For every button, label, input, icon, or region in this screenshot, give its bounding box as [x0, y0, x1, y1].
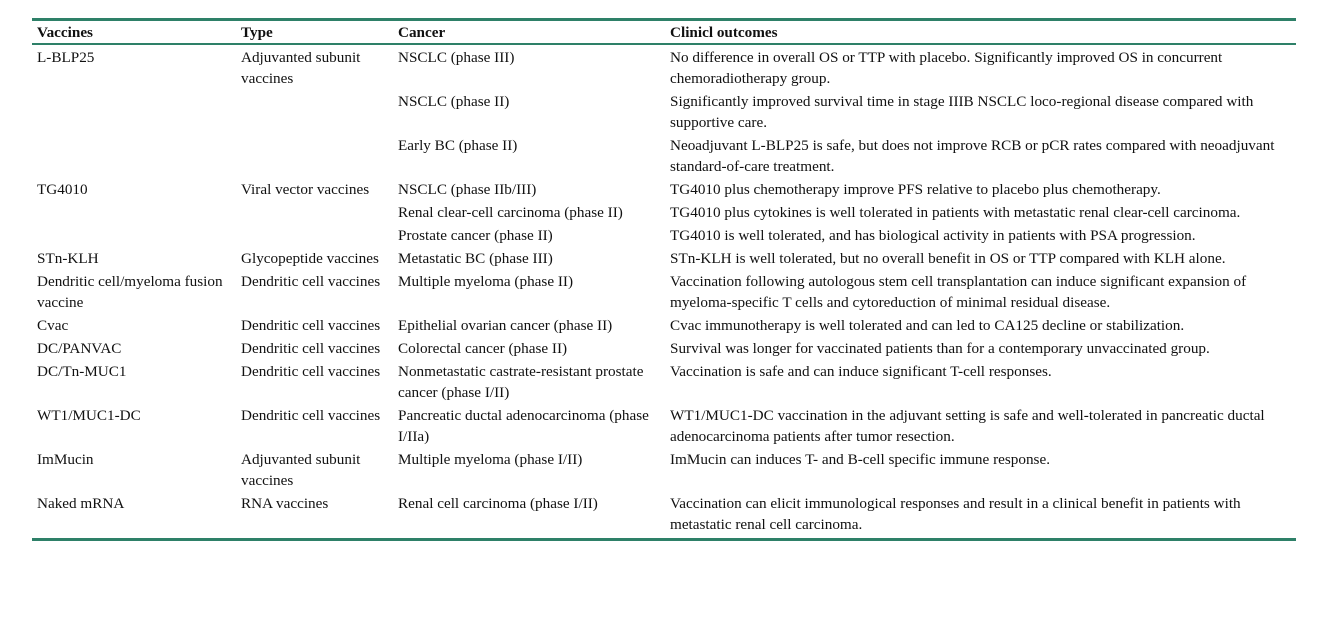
cell-outcome: WT1/MUC1-DC vaccination in the adjuvant … — [670, 407, 1265, 445]
table-row: Naked mRNA RNA vaccines Renal cell carci… — [32, 492, 1296, 540]
table-row: Early BC (phase II) Neoadjuvant L-BLP25 … — [32, 134, 1296, 178]
vaccine-table-container: Vaccines Type Cancer Clinicl outcomes L-… — [32, 18, 1296, 541]
table-row: ImMucin Adjuvanted subunit vaccines Mult… — [32, 448, 1296, 492]
cell-vaccine: DC/Tn-MUC1 — [37, 363, 127, 380]
table-header: Vaccines Type Cancer Clinicl outcomes — [32, 19, 1296, 45]
cell-type — [236, 134, 393, 178]
cell-type: Dendritic cell vaccines — [241, 363, 381, 380]
cell-type — [236, 201, 393, 224]
cell-vaccine — [32, 201, 236, 224]
cell-vaccine: WT1/MUC1-DC — [37, 407, 141, 424]
table-row: Prostate cancer (phase II) TG4010 is wel… — [32, 224, 1296, 247]
table-row: Renal clear-cell carcinoma (phase II) TG… — [32, 201, 1296, 224]
header-cancer: Cancer — [393, 19, 665, 45]
cell-outcome: ImMucin can induces T- and B-cell specif… — [670, 451, 1051, 468]
cell-type: Dendritic cell vaccines — [241, 273, 381, 290]
cell-vaccine — [32, 224, 236, 247]
cell-type: Adjuvanted subunit vaccines — [241, 451, 361, 489]
cell-type — [236, 224, 393, 247]
cell-outcome: Vaccination can elicit immunological res… — [670, 495, 1241, 533]
cell-outcome: TG4010 plus cytokines is well tolerated … — [670, 204, 1241, 221]
cell-outcome: Survival was longer for vaccinated patie… — [670, 340, 1210, 357]
cell-cancer: Pancreatic ductal adenocarcinoma (phase … — [398, 407, 649, 445]
cell-type: Adjuvanted subunit vaccines — [241, 49, 361, 87]
cell-type: Dendritic cell vaccines — [241, 317, 381, 334]
cell-cancer: Renal cell carcinoma (phase I/II) — [398, 495, 598, 512]
cell-vaccine: DC/PANVAC — [37, 340, 122, 357]
table-row: WT1/MUC1-DC Dendritic cell vaccines Panc… — [32, 404, 1296, 448]
cell-outcome: Neoadjuvant L-BLP25 is safe, but does no… — [670, 137, 1275, 175]
cell-outcome: Cvac immunotherapy is well tolerated and… — [670, 317, 1185, 334]
cell-vaccine — [32, 134, 236, 178]
cell-cancer: Multiple myeloma (phase I/II) — [398, 451, 583, 468]
header-row: Vaccines Type Cancer Clinicl outcomes — [32, 19, 1296, 45]
cell-type: Viral vector vaccines — [241, 181, 370, 198]
table-row: TG4010 Viral vector vaccines NSCLC (phas… — [32, 178, 1296, 201]
cell-cancer: Colorectal cancer (phase II) — [398, 340, 568, 357]
table-row: Dendritic cell/myeloma fusion vaccine De… — [32, 270, 1296, 314]
cell-outcome: Vaccination following autologous stem ce… — [670, 273, 1247, 311]
table-row: L-BLP25 Adjuvanted subunit vaccines NSCL… — [32, 44, 1296, 90]
cell-vaccine: ImMucin — [37, 451, 94, 468]
cell-outcome: Vaccination is safe and can induce signi… — [670, 363, 1052, 380]
cell-vaccine: Naked mRNA — [37, 495, 125, 512]
vaccine-clinical-outcomes-table: Vaccines Type Cancer Clinicl outcomes L-… — [32, 18, 1296, 541]
table-body: L-BLP25 Adjuvanted subunit vaccines NSCL… — [32, 44, 1296, 540]
cell-vaccine: TG4010 — [37, 181, 88, 198]
cell-type: Dendritic cell vaccines — [241, 407, 381, 424]
cell-type: RNA vaccines — [241, 495, 329, 512]
cell-outcome: Significantly improved survival time in … — [670, 93, 1254, 131]
cell-cancer: Nonmetastatic castrate-resistant prostat… — [398, 363, 644, 401]
header-vaccines: Vaccines — [32, 19, 236, 45]
cell-vaccine: Dendritic cell/myeloma fusion vaccine — [37, 273, 223, 311]
cell-type: Glycopeptide vaccines — [241, 250, 379, 267]
table-row: DC/PANVAC Dendritic cell vaccines Colore… — [32, 337, 1296, 360]
cell-vaccine: STn-KLH — [37, 250, 99, 267]
table-row: DC/Tn-MUC1 Dendritic cell vaccines Nonme… — [32, 360, 1296, 404]
cell-cancer: Metastatic BC (phase III) — [398, 250, 553, 267]
header-clinical-outcomes: Clinicl outcomes — [665, 19, 1296, 45]
cell-cancer: NSCLC (phase IIb/III) — [398, 181, 537, 198]
cell-type: Dendritic cell vaccines — [241, 340, 381, 357]
cell-outcome: TG4010 plus chemotherapy improve PFS rel… — [670, 181, 1161, 198]
cell-vaccine — [32, 90, 236, 134]
cell-vaccine: L-BLP25 — [37, 49, 95, 66]
cell-vaccine: Cvac — [37, 317, 69, 334]
cell-outcome: TG4010 is well tolerated, and has biolog… — [670, 227, 1196, 244]
cell-cancer: NSCLC (phase III) — [398, 49, 515, 66]
cell-cancer: Early BC (phase II) — [398, 137, 518, 154]
cell-cancer: Prostate cancer (phase II) — [398, 227, 553, 244]
cell-cancer: Renal clear-cell carcinoma (phase II) — [398, 204, 623, 221]
cell-type — [236, 90, 393, 134]
cell-outcome: No difference in overall OS or TTP with … — [670, 49, 1223, 87]
header-type: Type — [236, 19, 393, 45]
table-row: STn-KLH Glycopeptide vaccines Metastatic… — [32, 247, 1296, 270]
cell-cancer: Multiple myeloma (phase II) — [398, 273, 574, 290]
table-row: NSCLC (phase II) Significantly improved … — [32, 90, 1296, 134]
table-row: Cvac Dendritic cell vaccines Epithelial … — [32, 314, 1296, 337]
cell-cancer: NSCLC (phase II) — [398, 93, 510, 110]
cell-cancer: Epithelial ovarian cancer (phase II) — [398, 317, 613, 334]
cell-outcome: STn-KLH is well tolerated, but no overal… — [670, 250, 1226, 267]
